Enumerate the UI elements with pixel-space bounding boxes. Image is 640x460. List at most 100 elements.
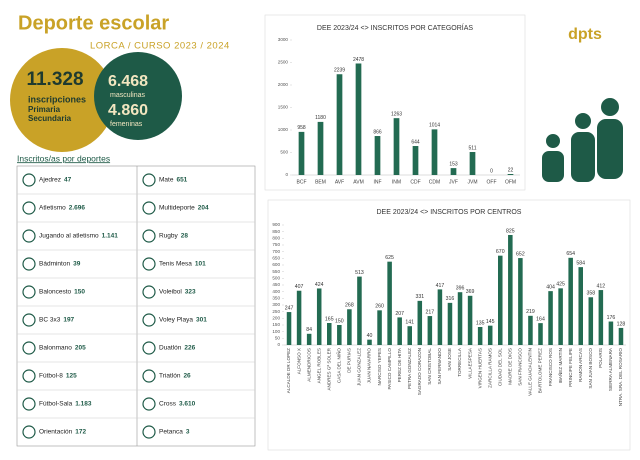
x-tick-label: VIRGEN HUERTAS [477, 348, 482, 388]
female-value: 4.860 [108, 102, 148, 119]
value-label: 22 [508, 167, 514, 173]
x-tick-label: ALCALDE DR LOPEZ [286, 348, 291, 393]
bar [450, 168, 457, 175]
y-tick-label: 550 [272, 269, 280, 274]
sport-value: 323 [185, 289, 196, 296]
value-label: 652 [516, 251, 525, 257]
sports-title: Inscritos/as por deportes [17, 153, 110, 163]
sport-value: 1.183 [75, 401, 92, 408]
bar [407, 326, 412, 345]
x-tick-label: SAN FERNANDO [437, 348, 442, 385]
bar [286, 312, 292, 345]
x-tick-label: POLARIS [598, 348, 603, 368]
value-label: 958 [297, 125, 306, 131]
sport-icon [22, 425, 36, 439]
bar [397, 317, 402, 345]
x-tick-label: SAN FRANCISCO [518, 348, 523, 386]
sport-value: 150 [74, 289, 85, 296]
y-tick-label: 1500 [278, 105, 289, 110]
x-tick-label: ZARCILLA RAMOS [487, 348, 492, 388]
x-tick-label: SIERRA ALMENARA [608, 347, 613, 391]
sport-value: 204 [198, 205, 209, 212]
sport-value: 3 [186, 429, 190, 436]
sport-name: Orientación [39, 429, 73, 436]
male-label: masculinas [110, 92, 146, 99]
x-tick-label: NARCISO YEPES [377, 348, 382, 385]
bar [588, 297, 594, 345]
male-value: 6.468 [108, 73, 148, 90]
x-tick-label: SAN JUAN BOSCO [588, 348, 593, 389]
y-tick-label: 850 [272, 229, 280, 234]
sport-name: Rugby [159, 233, 179, 240]
bar [477, 327, 483, 345]
x-tick-label: VILLAESPESA [467, 347, 472, 379]
x-tick-label: NTRA. SRA. DEL ROSARIO [618, 348, 623, 407]
sport-value: 301 [196, 317, 207, 324]
y-tick-label: 100 [272, 329, 280, 334]
y-tick-label: 700 [272, 249, 280, 254]
bar [498, 255, 503, 345]
y-tick-label: 500 [280, 150, 288, 155]
x-tick-label: ANGEL ROBLES [316, 348, 321, 383]
sport-value: 205 [75, 345, 86, 352]
bar [347, 309, 352, 345]
value-label: 40 [367, 333, 373, 339]
bar [316, 288, 322, 345]
value-label: 2239 [334, 68, 345, 74]
x-tick-label: DE PURIAS [347, 348, 352, 373]
sport-name: Tenis Mesa [159, 261, 192, 268]
value-label: 2478 [353, 57, 364, 63]
value-label: 84 [306, 327, 312, 333]
sport-icon [142, 257, 156, 271]
sport-icon [22, 229, 36, 243]
value-label: 404 [546, 285, 555, 291]
x-tick-label: ALFONSO X [296, 348, 301, 374]
family-icon [540, 96, 625, 184]
x-tick-label: SAGRADO CORAZON [417, 348, 422, 395]
bar [558, 288, 563, 345]
y-tick-label: 3000 [278, 37, 289, 42]
y-tick-label: 250 [272, 309, 280, 314]
sport-name: Balonmano [39, 345, 72, 352]
value-label: 670 [496, 249, 505, 255]
sport-icon [22, 173, 36, 187]
value-label: 1180 [315, 115, 326, 121]
bar [317, 121, 324, 175]
x-tick-label: JVF [449, 179, 458, 185]
bar [507, 174, 514, 175]
value-label: 417 [436, 283, 445, 289]
value-label: 176 [607, 315, 616, 321]
value-label: 135 [476, 320, 485, 326]
sport-name: Bádminton [39, 261, 70, 268]
value-label: 424 [315, 282, 324, 288]
bar [508, 235, 513, 345]
sport-name: Voley Playa [159, 317, 193, 324]
sport-icon [22, 285, 36, 299]
sport-value: 101 [195, 261, 206, 268]
bar [487, 325, 493, 345]
sport-name: Fútbol-8 [39, 373, 63, 380]
bar [355, 63, 362, 175]
x-tick-label: JUAN GONZALEZ [357, 348, 362, 386]
value-label: 316 [446, 296, 455, 302]
y-tick-label: 900 [272, 222, 280, 227]
bar [608, 321, 614, 345]
bar [447, 302, 453, 345]
chart-title: DEE 2023/24 <> INSCRITOS POR CENTROS [377, 209, 522, 216]
bar [618, 327, 624, 345]
x-tick-label: PEREZ DE HITA [397, 347, 402, 382]
value-label: 331 [415, 294, 424, 300]
value-label: 513 [355, 270, 364, 276]
sport-icon [142, 285, 156, 299]
sport-icon [142, 341, 156, 355]
total-label: inscripciones [28, 94, 86, 104]
value-label: 141 [405, 320, 414, 326]
x-tick-label: TORRECILLA [457, 347, 462, 377]
bar [412, 146, 419, 175]
sport-value: 3.610 [179, 401, 196, 408]
female-label: femeninas [110, 121, 143, 128]
value-label: 207 [395, 311, 404, 317]
value-label: 219 [526, 309, 535, 315]
bar [538, 323, 543, 345]
